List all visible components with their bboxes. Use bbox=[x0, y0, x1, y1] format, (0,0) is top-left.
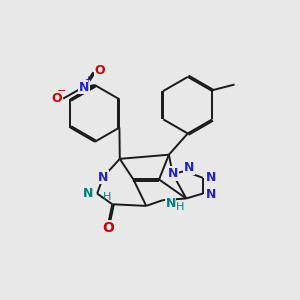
Text: H: H bbox=[103, 192, 111, 202]
Text: N: N bbox=[83, 187, 94, 200]
Text: O: O bbox=[94, 64, 105, 77]
Text: +: + bbox=[84, 75, 91, 84]
Text: −: − bbox=[57, 86, 67, 97]
Text: N: N bbox=[167, 167, 178, 180]
Text: N: N bbox=[206, 171, 217, 184]
Text: N: N bbox=[166, 197, 176, 210]
Text: O: O bbox=[52, 92, 62, 105]
Text: N: N bbox=[98, 170, 108, 184]
Text: H: H bbox=[176, 202, 185, 212]
Text: N: N bbox=[78, 80, 89, 94]
Text: N: N bbox=[184, 161, 194, 174]
Text: O: O bbox=[103, 221, 114, 235]
Text: N: N bbox=[206, 188, 217, 201]
